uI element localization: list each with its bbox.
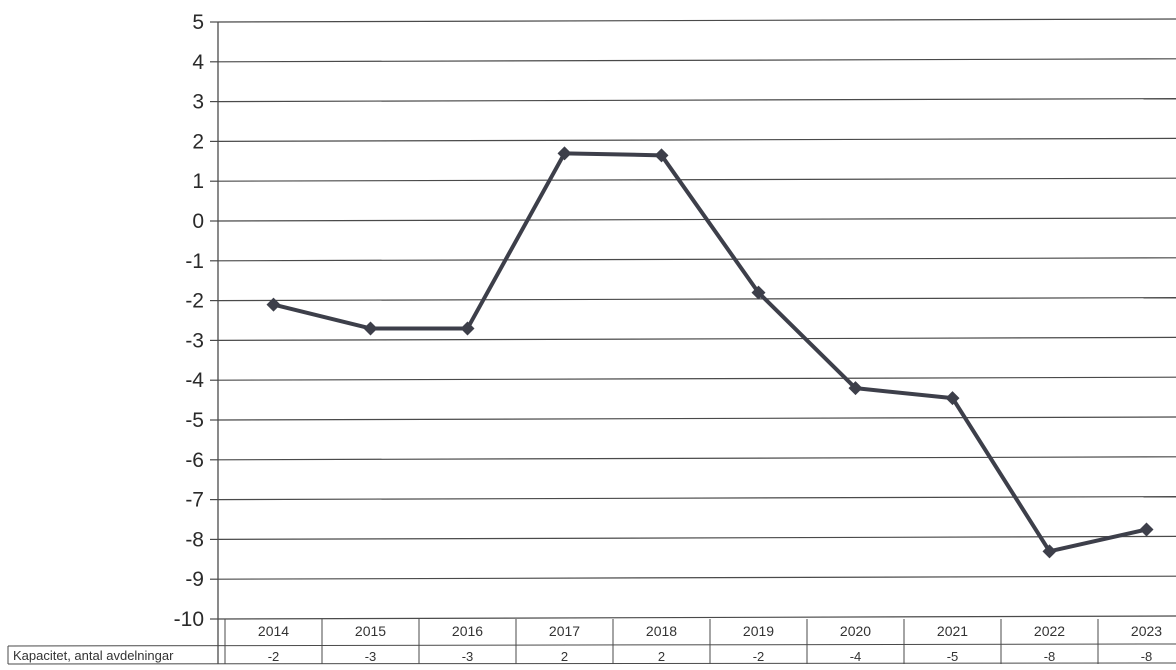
y-tick-label: -2 <box>185 290 204 313</box>
y-tick-label: -3 <box>185 329 204 352</box>
gridline <box>217 98 1176 103</box>
gridline <box>217 297 1176 302</box>
gridline <box>217 177 1176 182</box>
table-row-label: Kapacitet, antal avdelningar <box>13 648 174 663</box>
table-row-divider <box>7 643 1176 647</box>
gridline <box>217 336 1176 341</box>
x-category-label: 2018 <box>646 623 677 639</box>
table-bottom-border <box>7 662 1176 665</box>
x-category-label: 2019 <box>743 623 774 639</box>
y-tick-label: 4 <box>192 51 204 74</box>
gridline <box>217 535 1176 541</box>
y-tick-label: -8 <box>185 528 204 551</box>
gridline <box>217 416 1176 421</box>
x-category-label: 2020 <box>840 623 871 639</box>
y-tick-label: -4 <box>185 369 204 392</box>
table-value: -4 <box>850 649 862 664</box>
data-point-marker <box>945 391 960 406</box>
table-value: 2 <box>658 649 665 664</box>
gridlines <box>217 18 1176 620</box>
gridline <box>217 376 1176 381</box>
gridline <box>217 615 1176 620</box>
gridline <box>217 496 1176 501</box>
table-value: -3 <box>365 649 377 664</box>
y-tick-label: 2 <box>192 130 204 153</box>
data-point-marker <box>848 381 863 396</box>
x-category-label: 2015 <box>355 623 386 639</box>
x-category-label: 2014 <box>258 623 289 639</box>
gridline <box>217 217 1176 222</box>
y-tick-label: -1 <box>185 250 204 273</box>
series-line <box>273 151 1147 554</box>
x-category-label: 2017 <box>549 623 580 639</box>
x-category-label: 2016 <box>452 623 483 639</box>
data-point-marker <box>266 297 281 312</box>
gridline <box>217 58 1176 63</box>
data-point-marker <box>363 321 378 336</box>
y-tick-label: -9 <box>185 568 204 591</box>
y-axis <box>210 21 219 664</box>
table-value: 2 <box>561 649 568 664</box>
data-point-marker <box>751 285 766 300</box>
table-value: -2 <box>268 649 280 664</box>
data-point-marker <box>654 148 669 163</box>
gridline <box>217 18 1176 23</box>
data-point-marker <box>460 321 475 336</box>
table-value: -2 <box>753 649 765 664</box>
table-value: -8 <box>1044 649 1056 664</box>
y-tick-label: 5 <box>192 11 204 34</box>
data-table: Kapacitet, antal avdelningar 2014 -2 2015 -3… <box>7 619 1176 665</box>
y-tick-label: -6 <box>185 449 204 472</box>
y-tick-label: -10 <box>174 608 204 631</box>
y-tick-label: 0 <box>192 210 204 233</box>
data-point-marker <box>1042 544 1057 559</box>
table-value: -5 <box>947 649 959 664</box>
gridline <box>217 456 1176 461</box>
table-value: -3 <box>462 649 474 664</box>
y-tick-label: 3 <box>192 91 204 114</box>
gridline <box>217 575 1176 580</box>
table-value: -8 <box>1141 649 1153 664</box>
y-tick-label: -5 <box>185 409 204 432</box>
x-category-label: 2021 <box>937 623 968 639</box>
y-tick-label: 1 <box>192 170 204 193</box>
gridline <box>217 257 1176 262</box>
x-category-label: 2022 <box>1034 623 1065 639</box>
y-tick-labels: 5 4 3 2 1 0 -1 -2 -3 -4 -5 -6 -7 -8 -9 -10 <box>174 11 205 631</box>
series-markers <box>266 146 1154 559</box>
data-point-marker <box>557 146 572 161</box>
y-tick-label: -7 <box>185 489 204 512</box>
data-point-marker <box>1139 522 1154 537</box>
x-category-label: 2023 <box>1131 623 1162 639</box>
gridline <box>217 137 1176 142</box>
series-line-path <box>273 151 1147 554</box>
